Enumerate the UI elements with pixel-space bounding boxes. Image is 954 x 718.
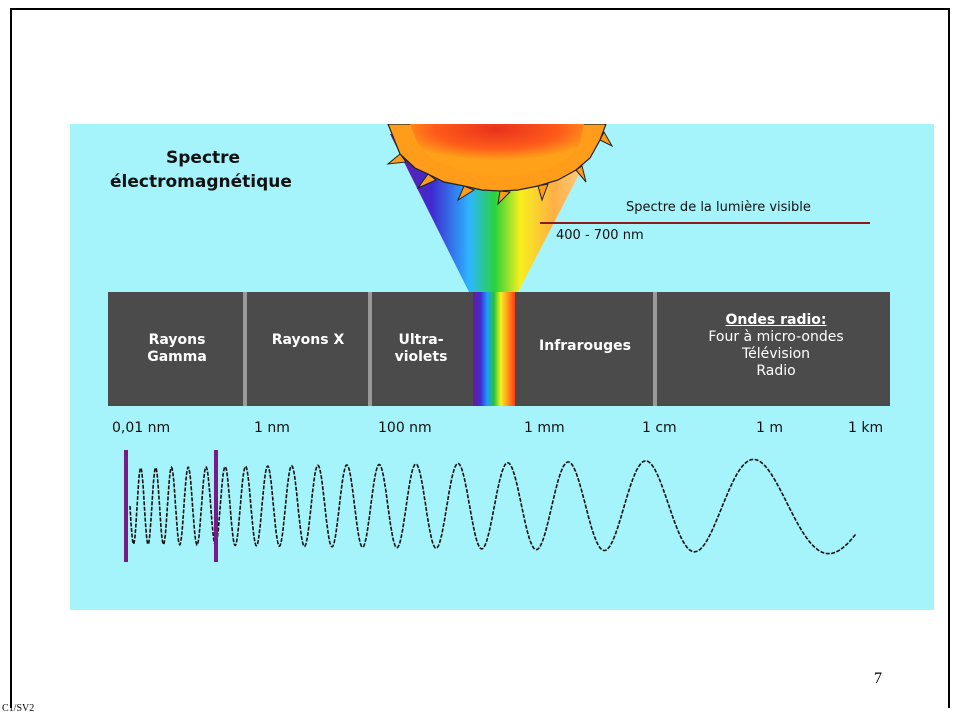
segment-gamma-line1: Rayons	[148, 332, 206, 348]
segment-xray-line1: Rayons X	[271, 332, 345, 348]
page-number: 7	[874, 670, 882, 687]
segment-uv-line2: violets	[394, 349, 448, 365]
scale-label: 1 nm	[254, 420, 290, 436]
segment-infrared-line1: Infrarouges	[539, 338, 631, 354]
title-line-1: Spectre	[166, 148, 241, 168]
scale-label: 1 mm	[524, 420, 565, 436]
segment-gamma-line2: Gamma	[147, 349, 207, 365]
visible-light-strip	[473, 292, 515, 406]
segment-xray: Rayons X	[250, 332, 366, 349]
scale-label: 1 m	[756, 420, 783, 436]
diagram-graphics	[108, 124, 890, 562]
marker-bar	[214, 450, 218, 562]
segment-radio-item: Four à micro-ondes	[708, 329, 844, 345]
marker-bar	[124, 450, 128, 562]
segment-radio-item: Télévision	[741, 346, 811, 362]
wavelength-wave	[129, 458, 857, 555]
scale-label: 1 km	[848, 420, 884, 436]
scale-label: 100 nm	[378, 420, 432, 436]
segment-infrared: Infrarouges	[520, 338, 650, 355]
slide-frame	[10, 8, 950, 708]
segment-radio: Ondes radio: Four à micro-ondes Télévisi…	[668, 312, 884, 380]
segment-uv-line1: Ultra-	[398, 332, 444, 348]
spectrum-diagram: Spectre électromagnétique Spectre de la …	[70, 124, 934, 610]
segment-gamma: Rayons Gamma	[118, 332, 236, 366]
band-separator	[653, 292, 657, 406]
visible-range-label: 400 - 700 nm	[556, 228, 644, 243]
title-line-2: électromagnétique	[110, 172, 292, 192]
band-separator	[368, 292, 372, 406]
scale-label: 0,01 nm	[112, 420, 171, 436]
visible-spectrum-label: Spectre de la lumière visible	[626, 200, 811, 215]
band-separator	[243, 292, 247, 406]
segment-radio-heading: Ondes radio:	[725, 312, 827, 328]
segment-radio-item: Radio	[756, 363, 796, 379]
segment-uv: Ultra- violets	[372, 332, 470, 366]
scale-label: 1 cm	[642, 420, 677, 436]
footer-code: C1/SV2	[2, 703, 35, 714]
